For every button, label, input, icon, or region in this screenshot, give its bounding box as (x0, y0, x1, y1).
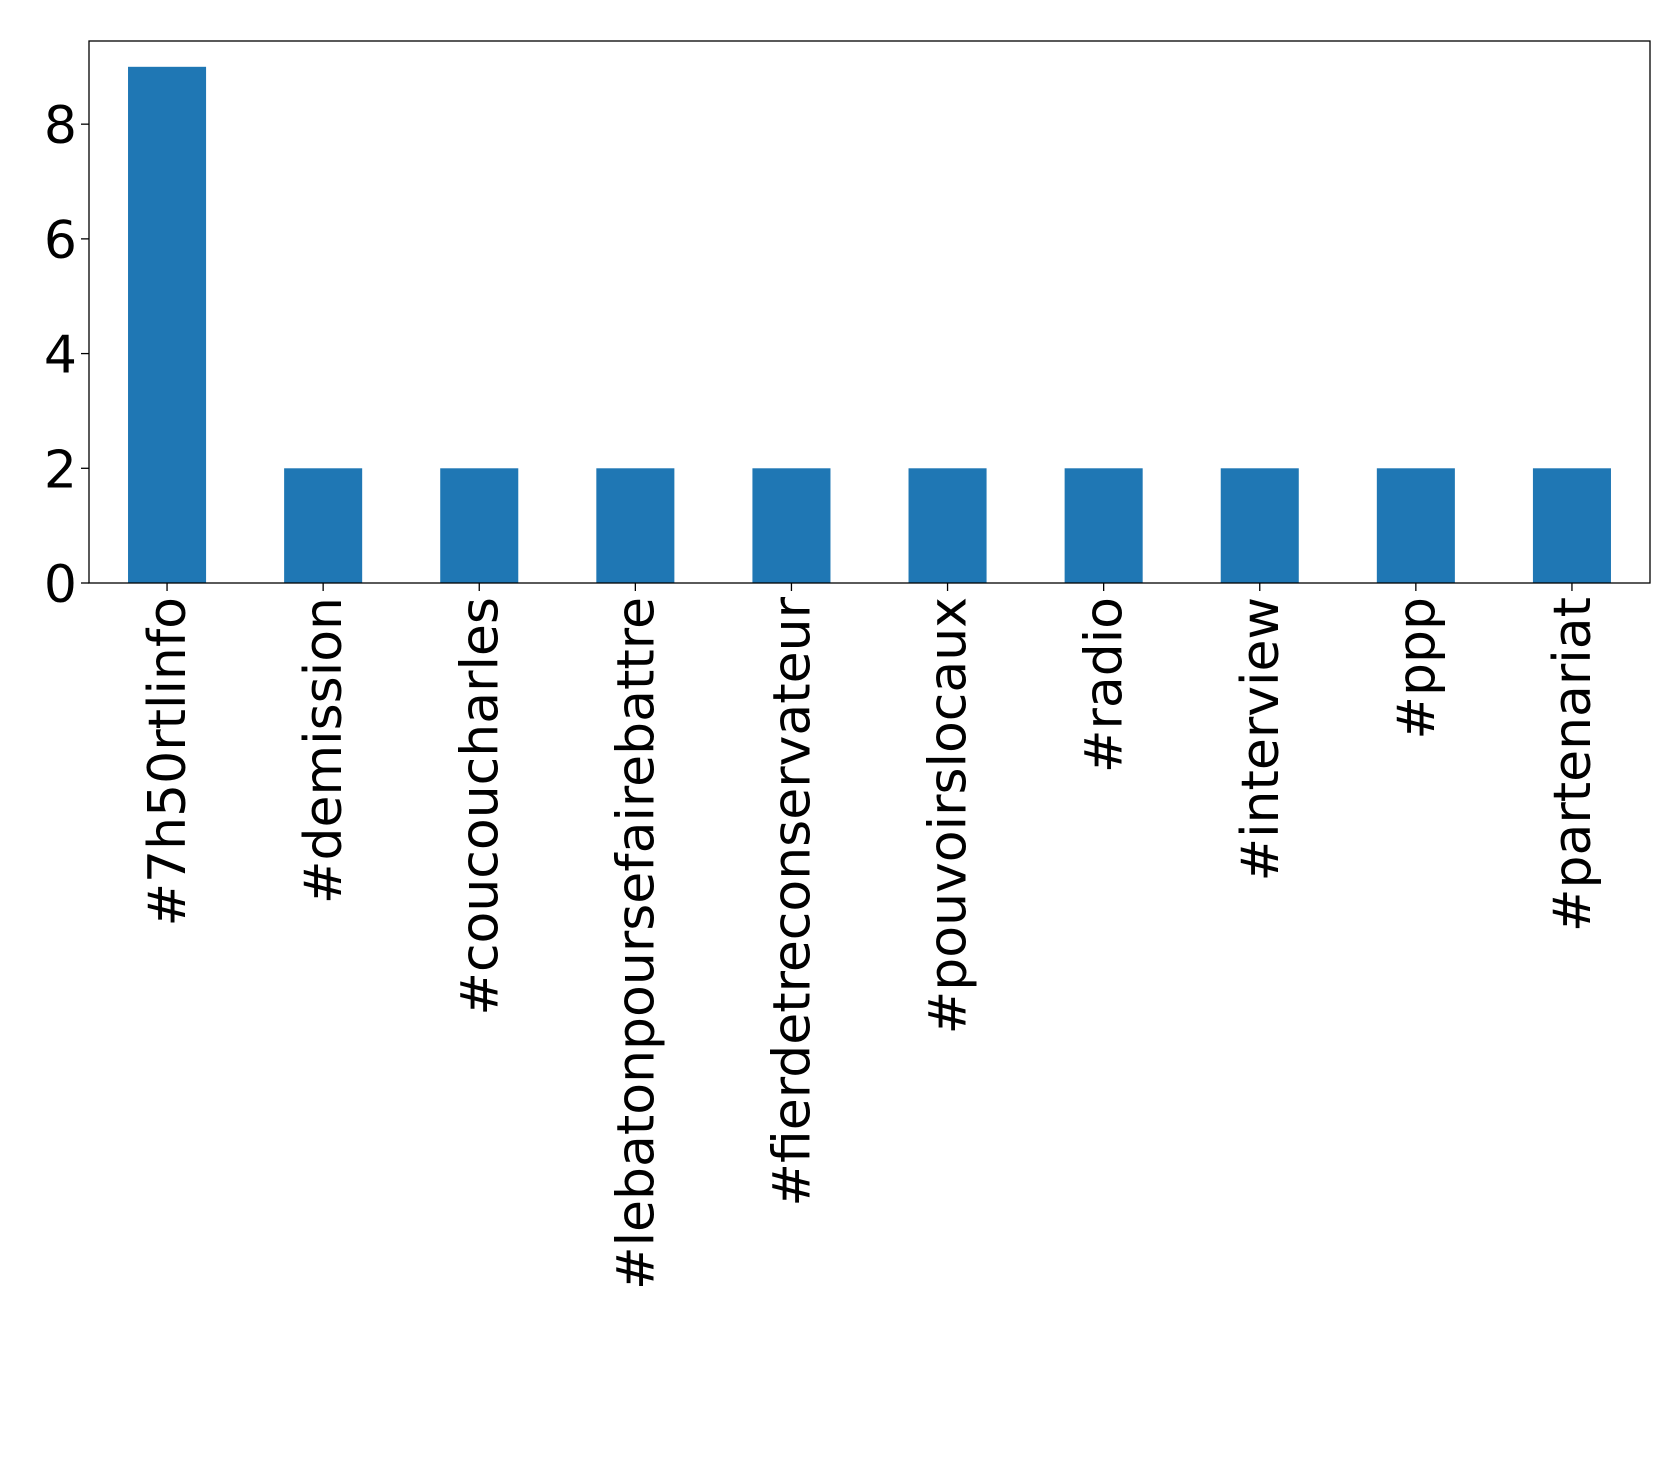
x-tick-label: #fierdetreconservateur (762, 596, 822, 1206)
bars-layer (128, 66, 1611, 584)
x-tick-label: #lebatonpoursefairebattre (606, 597, 666, 1290)
y-tick-label: 2 (44, 440, 77, 500)
bar-fierdetreconservateur (752, 468, 831, 583)
x-tick-label: #radio (1075, 597, 1135, 773)
y-axis: 0 2 4 6 8 (44, 96, 89, 615)
bar-interview (1220, 468, 1299, 583)
y-tick-label: 0 (44, 555, 77, 615)
bar-ppp (1376, 468, 1455, 583)
plot-frame (88, 40, 1651, 584)
bar-partenariat (1532, 468, 1611, 583)
bar-coucoucharles (440, 468, 519, 583)
x-tick-label: #interview (1231, 597, 1291, 881)
x-tick-label: #coucoucharles (450, 597, 510, 1016)
bar-lebatonpoursefairebattre (596, 468, 675, 583)
y-tick-label: 6 (44, 211, 77, 271)
x-tick-label: #demission (294, 597, 354, 904)
bar-demission (284, 468, 363, 583)
x-tick-label: #partenariat (1543, 597, 1603, 932)
bar-pouvoirslocaux (908, 468, 987, 583)
x-tick-label: #7h50rtlinfo (138, 597, 198, 927)
bar-7h50rtlinfo (128, 66, 207, 584)
y-tick-label: 8 (44, 96, 77, 156)
bar-radio (1064, 468, 1143, 583)
y-tick-label: 4 (44, 326, 77, 386)
x-tick-label: #ppp (1387, 597, 1447, 740)
x-tick-label: #pouvoirslocaux (919, 597, 979, 1034)
x-axis: #7h50rtlinfo #demission #coucoucharles #leb… (138, 583, 1603, 1290)
